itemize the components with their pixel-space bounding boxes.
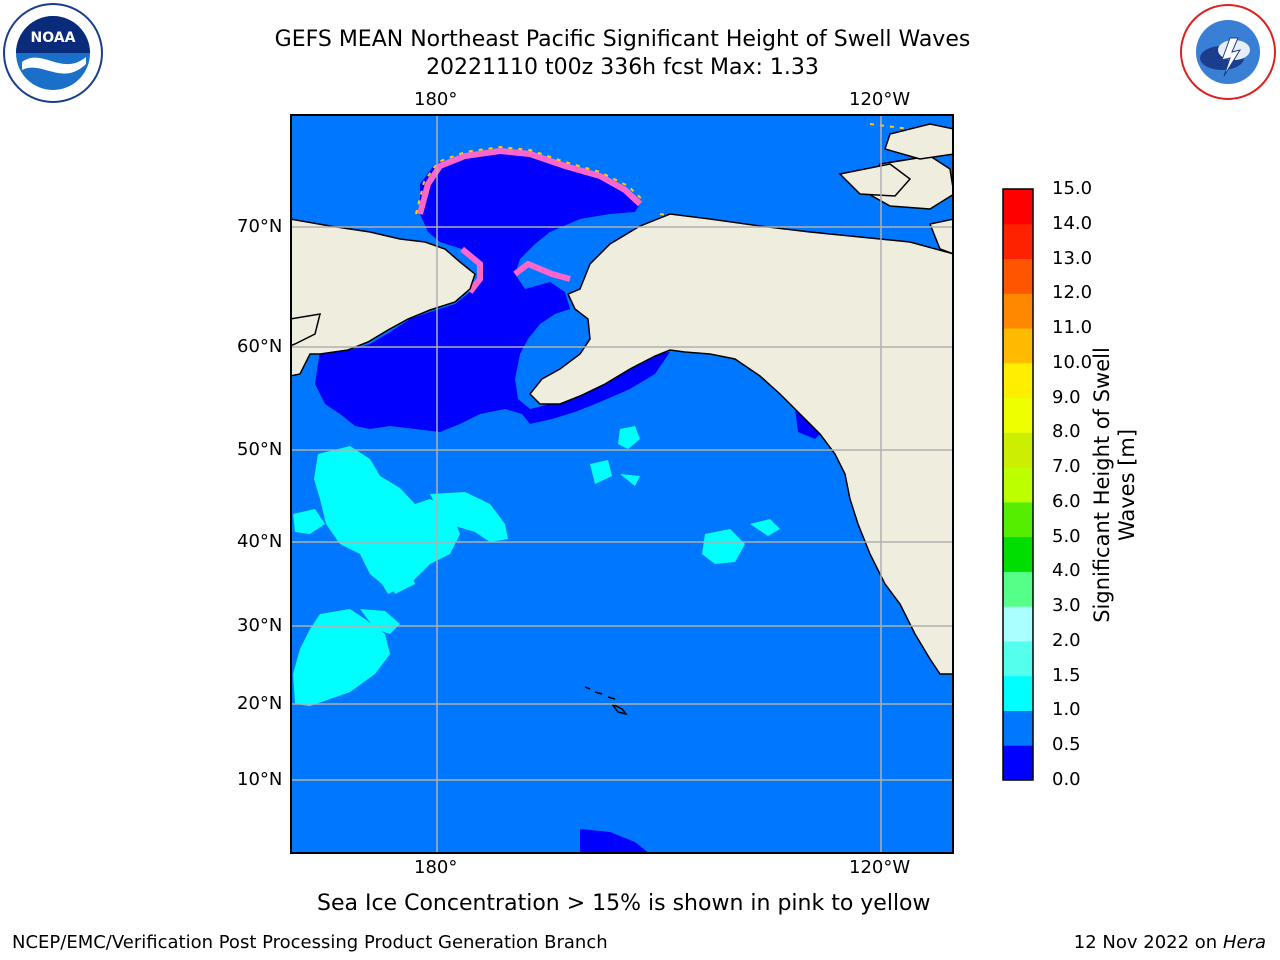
colorbar-tick-label: 6.0: [1052, 490, 1081, 512]
lon-label-top-180: 180°: [414, 89, 458, 110]
chart-subtitle: 20221110 t00z 336h fcst Max: 1.33: [426, 55, 819, 80]
chart-title: GEFS MEAN Northeast Pacific Significant …: [274, 27, 971, 52]
lon-label-top-120w: 120°W: [849, 89, 911, 110]
colorbar-label: Significant Height of Swell Waves [m]: [1090, 347, 1140, 623]
colorbar-tick-label: 14.0: [1052, 212, 1093, 234]
asia-landmass: [290, 218, 476, 377]
noaa-logo-text: NOAA: [31, 30, 76, 46]
footer-org: NCEP/EMC/Verification Post Processing Pr…: [12, 932, 608, 953]
colorbar-segment: [1003, 362, 1033, 399]
lat-label-30n: 30°N: [237, 615, 283, 636]
colorbar-segment: [1003, 467, 1033, 503]
lon-label-bottom-120w: 120°W: [849, 857, 911, 878]
colorbar-tick-label: 13.0: [1052, 247, 1093, 269]
colorbar-label-line1: Significant Height of Swell: [1090, 347, 1114, 623]
colorbar-segment: [1003, 189, 1033, 225]
map-gridlines: [290, 114, 954, 854]
colorbar-segment: [1003, 432, 1033, 468]
sea-ice-edge: [417, 147, 643, 294]
colorbar-tick-label: 12.0: [1052, 282, 1093, 304]
colorbar-segment: [1003, 571, 1033, 607]
colorbar-tick-label: 15.0: [1052, 178, 1093, 199]
footer-date-text: 12 Nov 2022 on: [1073, 932, 1218, 953]
lon-label-bottom-180: 180°: [414, 857, 458, 878]
colorbar-tick-label: 1.5: [1052, 664, 1081, 686]
lat-label-10n: 10°N: [237, 769, 283, 790]
sea-ice-note: Sea Ice Concentration > 15% is shown in …: [317, 891, 931, 916]
swell-1-1p5m-patches: [293, 426, 780, 706]
colorbar-tick-label: 9.0: [1052, 386, 1081, 408]
colorbar-tick-label: 4.0: [1052, 560, 1081, 582]
footer-date: 12 Nov 2022 on Hera: [1074, 932, 1266, 953]
colorbar-tick-label: 5.0: [1052, 525, 1081, 547]
lat-label-50n: 50°N: [237, 439, 283, 460]
colorbar-segment: [1003, 606, 1033, 642]
colorbar-label-line2: Waves [m]: [1115, 428, 1139, 542]
north-america-landmass: [528, 123, 954, 675]
colorbar-tick-label: 10.0: [1052, 351, 1093, 373]
hawaii-islands: [584, 686, 628, 716]
noaa-logo: NOAA: [3, 3, 103, 103]
colorbar-segment: [1003, 293, 1033, 329]
colorbar-segment: [1003, 328, 1033, 364]
colorbar-segment: [1003, 640, 1033, 677]
footer-host: Hera: [1222, 932, 1266, 953]
lat-label-70n: 70°N: [237, 216, 283, 237]
colorbar-segment: [1003, 675, 1033, 711]
nws-logo: [1180, 4, 1276, 100]
colorbar-tick-label: 0.0: [1052, 769, 1081, 790]
colorbar-tick-label: 1.0: [1052, 699, 1081, 721]
lat-label-40n: 40°N: [237, 531, 283, 552]
colorbar-segment: [1003, 536, 1033, 572]
colorbar-tick-label: 0.5: [1052, 734, 1081, 756]
colorbar-segment: [1003, 223, 1033, 260]
lat-label-60n: 60°N: [237, 336, 283, 357]
colorbar: [1002, 188, 1034, 781]
colorbar-frame: [1002, 188, 1034, 781]
map-frame: [290, 114, 954, 854]
colorbar-segment: [1003, 258, 1033, 294]
colorbar-segment: [1003, 501, 1033, 538]
colorbar-tick-label: 3.0: [1052, 595, 1081, 617]
colorbar-tick-label: 8.0: [1052, 421, 1081, 443]
map-panel: [290, 114, 954, 854]
colorbar-segment: [1003, 710, 1033, 746]
colorbar-tick-label: 2.0: [1052, 629, 1081, 651]
colorbar-segment: [1003, 397, 1033, 433]
lat-label-20n: 20°N: [237, 693, 283, 714]
colorbar-tick-label: 11.0: [1052, 317, 1093, 339]
colorbar-segment: [1003, 745, 1033, 781]
colorbar-tick-label: 7.0: [1052, 456, 1081, 478]
